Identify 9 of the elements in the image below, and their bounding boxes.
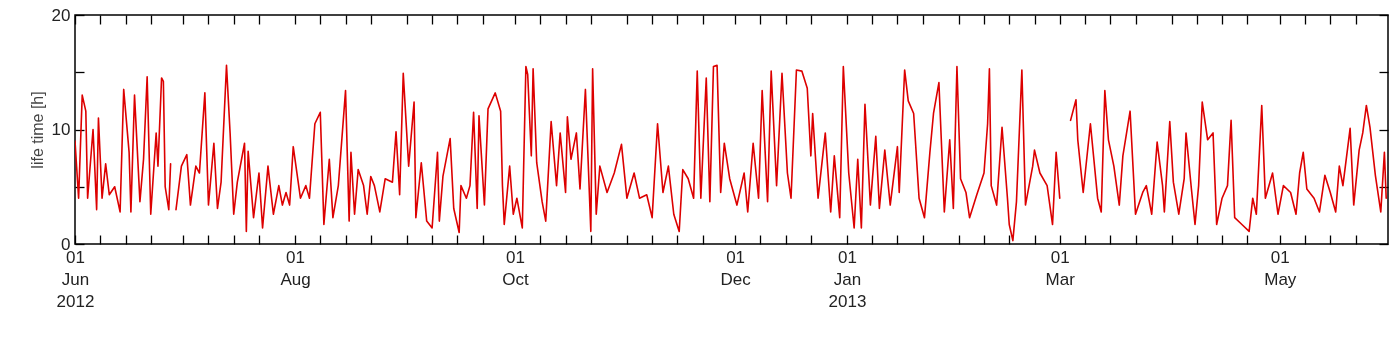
x-tick-label: 01 May bbox=[1264, 247, 1297, 289]
x-tick-label: 01 Jan 2013 bbox=[828, 247, 867, 311]
x-tick-label: 01 Dec bbox=[720, 247, 752, 289]
x-tick-label: 01 Aug bbox=[280, 247, 311, 289]
x-tick-label: 01 Oct bbox=[502, 247, 530, 289]
y-tick-label: 10 bbox=[51, 120, 71, 139]
x-tick-label: 01 Mar bbox=[1045, 247, 1076, 289]
y-tick-label: 20 bbox=[51, 5, 71, 25]
y-axis-title: life time [h] bbox=[28, 91, 46, 169]
